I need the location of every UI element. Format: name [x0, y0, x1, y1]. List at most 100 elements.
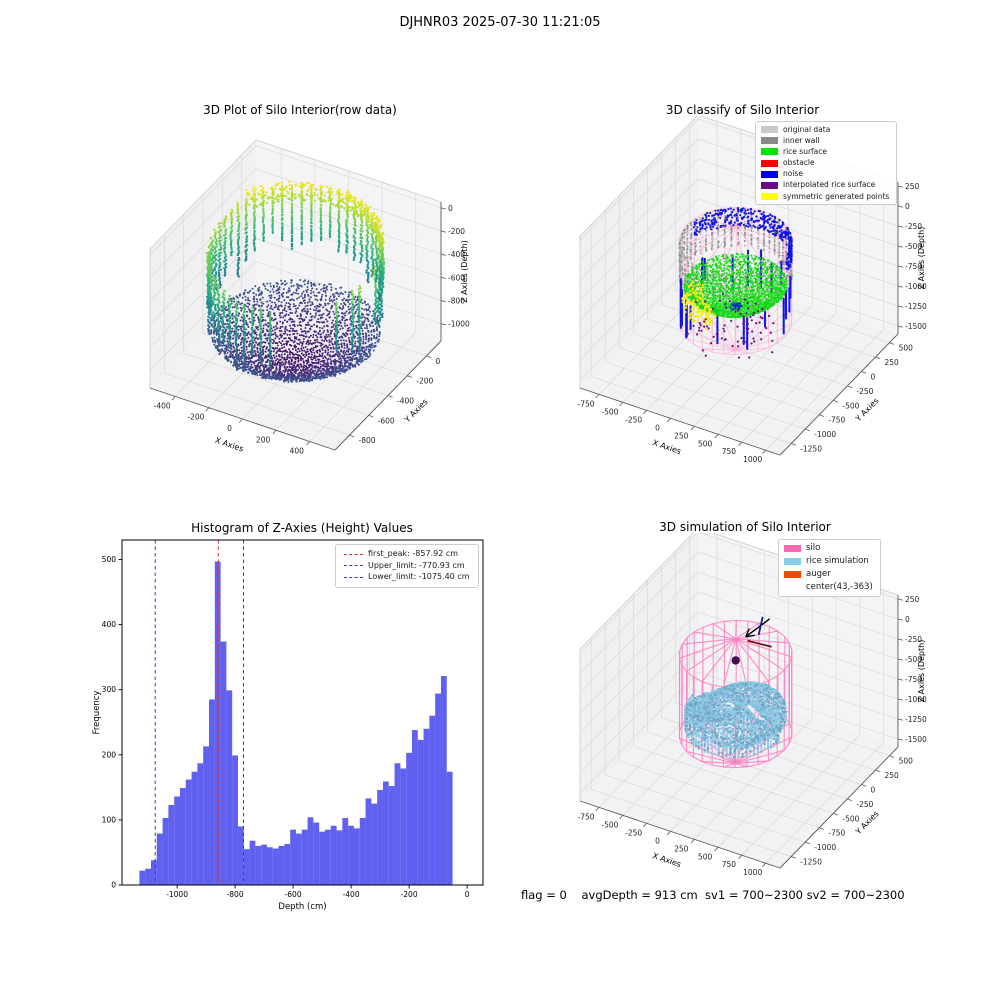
marker-lines [154, 540, 244, 885]
svg-text:-800: -800 [448, 297, 465, 306]
legend-item: inner wall [761, 136, 889, 146]
legend-swatch [761, 148, 778, 156]
svg-text:500: 500 [899, 344, 914, 353]
svg-text:0: 0 [655, 423, 660, 432]
svg-text:-200: -200 [416, 377, 433, 386]
legend-swatch [784, 570, 801, 578]
svg-text:0: 0 [448, 204, 453, 213]
legend-item: obstacle [761, 158, 889, 168]
figure-title: DJHNR03 2025-07-30 11:21:05 [399, 15, 601, 30]
svg-text:-400: -400 [397, 397, 414, 406]
axes-ticks [595, 185, 903, 454]
svg-text:0: 0 [436, 357, 441, 366]
svg-text:-500: -500 [842, 401, 859, 410]
svg-text:-250: -250 [625, 415, 642, 424]
legend-label: Upper_limit: -770.93 cm [368, 560, 465, 570]
svg-text:-600: -600 [378, 416, 395, 425]
svg-text:250: 250 [674, 431, 689, 440]
raw-3d-plot: -400 -200 0 200 400 0 -200 -400 -600 -800 0 -200 -40… [149, 139, 470, 456]
legend-label: interpolated rice surface [783, 180, 876, 190]
histogram-title: Histogram of Z-Axies (Height) Values [191, 521, 413, 535]
svg-text:-600: -600 [448, 273, 465, 282]
svg-text:0: 0 [871, 373, 876, 382]
annotation-arrow [745, 616, 772, 648]
svg-text:-500: -500 [601, 407, 618, 416]
histogram-tick-labels: -1000 -800 -600 -400 -200 00100200300400500De… [92, 555, 470, 912]
svg-text:200: 200 [256, 435, 271, 444]
auger-center-dot [731, 656, 740, 665]
simulation-3d-plot: -750-500-250025050075010005002500-250-50… [577, 533, 927, 877]
rim-cap-points [245, 180, 384, 255]
legend-item: center(43,-363) [784, 582, 873, 593]
legend-label: first_peak: -857.92 cm [368, 549, 459, 558]
svg-text:-250: -250 [856, 387, 873, 396]
legend-item: interpolated rice surface [761, 180, 889, 190]
legend-swatch [761, 192, 778, 200]
legend-item: original data [761, 125, 889, 135]
x-axis-label: Depth (cm) [278, 902, 326, 912]
legend-swatch [344, 565, 363, 567]
legend-item: rice simulation [784, 556, 873, 567]
legend-label: original data [783, 125, 831, 134]
svg-text:-400: -400 [448, 250, 465, 259]
legend-swatch [784, 557, 801, 565]
svg-text:-1000: -1000 [814, 430, 836, 439]
svg-text:-1000: -1000 [905, 282, 927, 291]
legend-label: symmetric generated points [783, 191, 890, 201]
svg-text:-400: -400 [154, 402, 171, 411]
legend-swatch [761, 170, 778, 178]
legend-swatch [344, 577, 363, 579]
legend-item: auger [784, 569, 873, 580]
legend-label: rice surface [783, 147, 828, 157]
legend-swatch [761, 137, 778, 145]
histogram-bars [139, 561, 453, 885]
svg-text:-200: -200 [448, 227, 465, 236]
axes-edges [579, 116, 899, 456]
axes-edges [149, 139, 442, 451]
z-axis-label: Z Axies (Depth) [917, 227, 926, 290]
y-axis-label: Frequency [92, 691, 102, 735]
svg-text:0: 0 [905, 202, 910, 211]
svg-text:-800: -800 [359, 436, 376, 445]
legend-item: rice surface [761, 147, 889, 157]
z-axis-label: Z Axies (Depth) [917, 640, 926, 703]
legend-item: Upper_limit: -770.93 cm [344, 561, 470, 571]
histogram-plot: -1000 -800 -600 -400 -200 00100200300400500De… [92, 539, 484, 912]
svg-text:1000: 1000 [743, 455, 762, 464]
x-axis-label: X Axies [651, 851, 682, 869]
legend-item: first_peak: -857.92 cm [344, 549, 470, 559]
legend-item: Lower_limit: -1075.40 cm [344, 572, 470, 582]
svg-text:-1250: -1250 [800, 445, 822, 454]
svg-text:0: 0 [227, 424, 232, 433]
legend-item: symmetric generated points [761, 192, 889, 202]
svg-text:-250: -250 [905, 222, 922, 231]
svg-text:250: 250 [885, 358, 900, 367]
simulation-legend: silo rice simulation auger center(43,-363) [778, 539, 881, 597]
svg-text:250: 250 [905, 182, 920, 191]
legend-item: noise [761, 169, 889, 179]
x-axis-label: X Axies [214, 436, 245, 454]
classify-legend: original data inner wall rice surface obsta… [755, 121, 898, 206]
svg-text:-750: -750 [905, 262, 922, 271]
z-axis-label: Z Axies (Depth) [460, 240, 469, 303]
legend-label: noise [783, 169, 803, 179]
axes-ticks [595, 598, 903, 867]
x-axis-label: X Axies [651, 438, 682, 456]
legend-label: auger [806, 568, 831, 579]
legend-swatch [344, 553, 363, 555]
legend-swatch [784, 544, 801, 552]
simulation-plot-title: 3D simulation of Silo Interior [659, 520, 831, 534]
axes-ticks [171, 207, 446, 446]
histogram-legend: first_peak: -857.92 cm Upper_limit: -770.… [335, 544, 479, 588]
legend-label: center(43,-363) [806, 581, 873, 592]
svg-text:-1500: -1500 [905, 322, 927, 331]
legend-label: Lower_limit: -1075.40 cm [368, 572, 470, 582]
svg-text:750: 750 [722, 447, 737, 456]
raw-plot-title: 3D Plot of Silo Interior(row data) [203, 103, 397, 117]
svg-text:500: 500 [698, 439, 713, 448]
legend-swatch [761, 181, 778, 189]
legend-swatch [761, 126, 778, 134]
status-text: flag = 0 avgDepth = 913 cm sv1 = 700~230… [521, 888, 905, 902]
svg-text:-750: -750 [577, 399, 594, 408]
